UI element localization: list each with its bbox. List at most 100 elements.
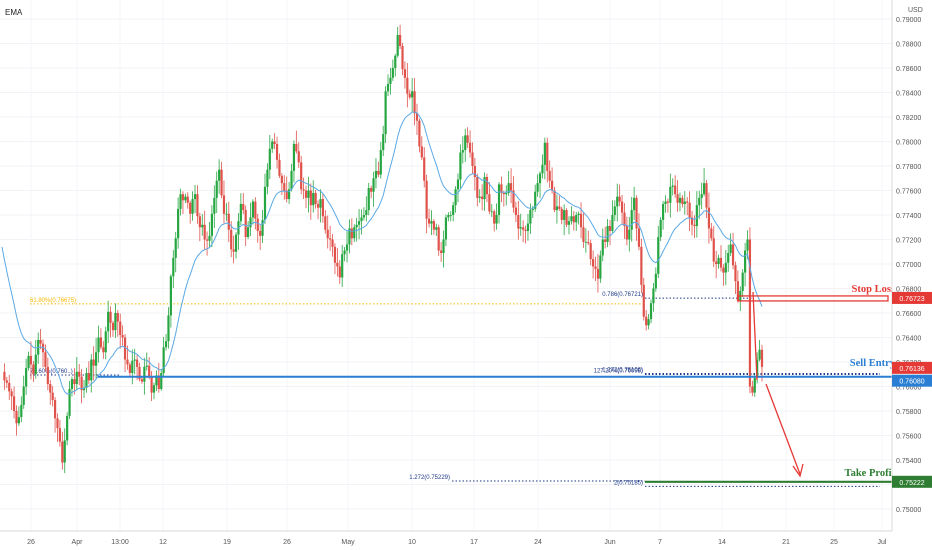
candle-body	[676, 194, 679, 203]
candle-body	[401, 45, 404, 70]
fib-label: 2(0.75185)	[614, 480, 643, 486]
candle-body	[292, 143, 296, 171]
candle-body	[584, 241, 587, 243]
price-tag-label: 0.76080	[899, 379, 924, 386]
candle-body	[637, 228, 641, 247]
candle-body	[102, 347, 105, 353]
candle-body	[25, 368, 28, 387]
price-tag-label: 0.76136	[899, 366, 924, 373]
candle-body	[604, 239, 607, 242]
candle-body	[435, 227, 438, 230]
candle-body	[297, 151, 300, 163]
candle-body	[512, 190, 515, 208]
candle-body	[314, 192, 317, 204]
ema-line	[1, 111, 763, 395]
candle-body	[99, 337, 103, 348]
candle-body	[230, 229, 233, 250]
candle-body	[283, 183, 286, 191]
candle-body	[288, 189, 291, 200]
candle-body	[242, 203, 245, 211]
candle-body	[606, 226, 609, 242]
candle-body	[565, 210, 568, 225]
candle-body	[160, 373, 163, 389]
candle-body	[734, 265, 737, 282]
x-tick-label: 13:00	[111, 539, 129, 546]
fib-label: 78.60%(0.760..)	[30, 369, 73, 375]
sell-entry-label: Sell Entry	[850, 358, 896, 369]
candle-body	[140, 379, 144, 382]
candle-body	[717, 257, 720, 264]
candle-body	[302, 189, 305, 191]
indicator-label: EMA	[5, 8, 23, 17]
candle-body	[145, 365, 148, 367]
candle-body	[531, 208, 534, 211]
candle-body	[186, 196, 189, 203]
candle-body	[111, 322, 115, 331]
currency-label: USD	[908, 7, 923, 14]
candle-body	[75, 371, 78, 385]
candle-body	[29, 355, 33, 365]
candle-body	[319, 199, 322, 208]
time-axis: 26 Apr 13:00 12 19 26 May 10 17 24 Jun 7 14 21 25 Jul	[27, 539, 887, 546]
candle-body	[529, 210, 532, 224]
candle-body	[741, 272, 744, 291]
projection-arrow	[752, 291, 804, 478]
candle-body	[324, 216, 327, 230]
fib-lines: 61.80%(0.76675) 0.786(0.76721) 78.60%(0.76…	[30, 292, 880, 487]
candle-body	[78, 371, 81, 377]
x-tick-label: May	[341, 539, 355, 546]
candle-body	[155, 375, 158, 386]
candle-body	[10, 391, 13, 397]
candle-body	[464, 135, 467, 151]
candle-body	[695, 205, 698, 227]
candle-body	[333, 246, 337, 263]
candle-body	[686, 201, 689, 203]
candle-body	[353, 227, 356, 239]
candle-body	[592, 259, 595, 267]
candle-body	[693, 224, 696, 227]
candle-body	[425, 180, 428, 219]
candle-body	[502, 192, 505, 195]
candle-body	[415, 113, 419, 121]
candle-body	[731, 244, 735, 266]
price-tag-label: 0.75222	[899, 480, 924, 487]
candle-body	[382, 134, 385, 151]
candle-body	[355, 224, 358, 228]
candle-body	[582, 227, 585, 242]
x-tick-label: 10	[408, 539, 416, 546]
candle-body	[558, 206, 561, 209]
candle-body	[490, 211, 493, 213]
candle-body	[391, 68, 394, 78]
candle-body	[51, 392, 54, 400]
candle-body	[473, 166, 476, 178]
y-tick-label: 0.78600	[896, 66, 921, 73]
candle-body	[128, 364, 131, 374]
candle-body	[109, 311, 112, 323]
y-tick-label: 0.75600	[896, 434, 921, 441]
candle-body	[179, 194, 182, 209]
candle-body	[167, 315, 170, 342]
candle-body	[628, 229, 631, 240]
candle-body	[411, 91, 414, 98]
candle-body	[164, 341, 168, 348]
y-tick-label: 0.76400	[896, 336, 921, 343]
candle-body	[497, 184, 501, 215]
x-tick-label: 26	[27, 539, 35, 546]
trade-levels: Stop Loss Sell Entry Take Profit	[98, 284, 896, 483]
candle-body	[280, 175, 283, 184]
candle-body	[251, 201, 255, 218]
candle-body	[138, 366, 141, 380]
candle-body	[575, 215, 578, 223]
candle-body	[116, 313, 119, 322]
stop-loss-label: Stop Loss	[852, 284, 895, 295]
candle-body	[671, 185, 674, 187]
candle-body	[669, 186, 672, 203]
y-tick-label: 0.77200	[896, 238, 921, 245]
candle-body	[191, 199, 194, 214]
grid-lines	[0, 0, 892, 531]
x-tick-label: 21	[782, 539, 790, 546]
candle-body	[49, 384, 52, 393]
candle-body	[97, 337, 100, 353]
candle-body	[454, 189, 457, 206]
candle-body	[386, 83, 390, 92]
